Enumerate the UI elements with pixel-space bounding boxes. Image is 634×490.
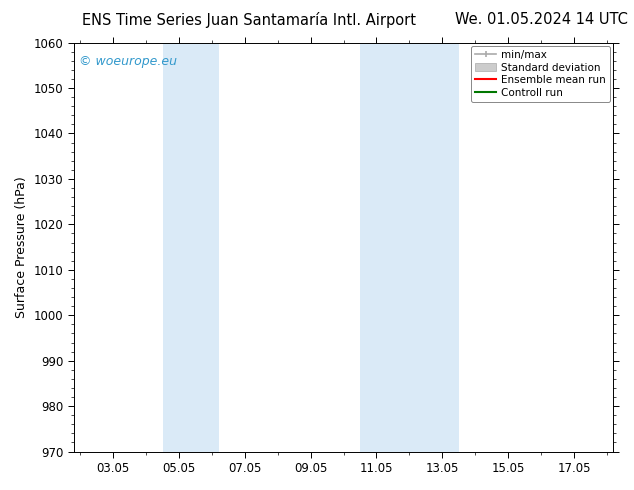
- Text: © woeurope.eu: © woeurope.eu: [79, 55, 177, 68]
- Bar: [162, 43, 219, 452]
- Text: We. 01.05.2024 14 UTC: We. 01.05.2024 14 UTC: [455, 12, 628, 27]
- Y-axis label: Surface Pressure (hPa): Surface Pressure (hPa): [15, 176, 28, 318]
- Bar: [360, 43, 459, 452]
- Text: ENS Time Series Juan Santamaría Intl. Airport: ENS Time Series Juan Santamaría Intl. Ai…: [82, 12, 417, 28]
- Legend: min/max, Standard deviation, Ensemble mean run, Controll run: min/max, Standard deviation, Ensemble me…: [471, 46, 611, 102]
